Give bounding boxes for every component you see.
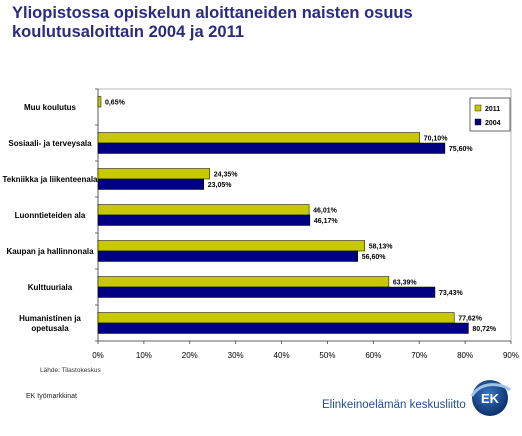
data-label-2011-4: 58,13%: [369, 244, 394, 251]
title-line-1: Yliopistossa opiskelun aloittaneiden nai…: [12, 4, 413, 22]
bar-2004-4: [97, 250, 358, 262]
bar-2004-6: [97, 322, 469, 334]
data-label-2004-2: 23,05%: [208, 182, 233, 189]
category-label-5: Kulttuuriala: [28, 283, 73, 292]
x-tick-label-4: 40%: [274, 351, 290, 360]
category-label-line: Muu koulutus: [24, 103, 77, 112]
data-label-2011-1: 70,10%: [424, 136, 449, 143]
data-label-2004-4: 56,60%: [362, 254, 387, 261]
x-tick-label-2: 20%: [182, 351, 198, 360]
category-label-line: Kulttuuriala: [28, 283, 73, 292]
data-label-2011-5: 63,39%: [393, 280, 418, 287]
legend-label-2011: 2011: [485, 106, 500, 113]
x-tick-label-3: 30%: [228, 351, 244, 360]
bar-2011-4: [97, 240, 366, 252]
bar-2004-1: [97, 142, 446, 154]
x-tick-label-6: 60%: [365, 351, 381, 360]
category-label-6: Humanistinen ja opetusala: [19, 314, 81, 333]
legend-swatch-2011: [474, 104, 482, 112]
bar-2011-2: [97, 168, 210, 180]
data-label-2004-3: 46,17%: [314, 218, 339, 225]
legend-swatch-2004: [474, 118, 482, 126]
data-label-2004-5: 73,43%: [439, 290, 464, 297]
x-tick-label-7: 70%: [411, 351, 427, 360]
x-tick-label-1: 10%: [136, 351, 152, 360]
data-label-2011-0: 0,65%: [105, 100, 126, 107]
bar-2011-1: [97, 132, 420, 144]
x-tick-label-9: 90%: [503, 351, 519, 360]
category-label-line: Kaupan ja hallinnonala: [6, 247, 94, 256]
category-label-1: Sosiaali- ja terveysala: [8, 139, 92, 148]
data-label-2004-6: 80,72%: [472, 326, 497, 333]
bar-2004-3: [97, 214, 311, 226]
category-label-3: Luonntieteiden ala: [15, 211, 86, 220]
bar-2004-5: [97, 286, 436, 298]
source-note: Lähde: Tilastokeskus: [40, 367, 101, 374]
category-label-4: Kaupan ja hallinnonala: [6, 247, 94, 256]
category-label-0: Muu koulutus: [24, 103, 77, 112]
page-title: Yliopistossa opiskelun aloittaneiden nai…: [12, 4, 512, 42]
category-label-2: Tekniikka ja liikenteenala: [2, 175, 98, 184]
bar-2011-0: [97, 96, 102, 108]
brand-name: Elinkeinoelämän keskusliitto: [322, 399, 466, 411]
category-label-line: Humanistinen ja: [19, 314, 81, 323]
bar-2004-2: [97, 178, 205, 190]
category-label-line: Luonntieteiden ala: [15, 211, 86, 220]
ek-logo: EK: [470, 380, 511, 416]
category-label-line: opetusala: [31, 324, 69, 333]
legend-label-2004: 2004: [485, 120, 501, 127]
legend-box: [469, 97, 511, 132]
bar-2011-6: [97, 312, 455, 324]
x-tick-label-5: 50%: [319, 351, 335, 360]
category-label-line: Tekniikka ja liikenteenala: [2, 175, 98, 184]
footer-note: EK työmarkkinat: [26, 393, 77, 400]
title-line-2: koulutusaloittain 2004 ja 2011: [12, 23, 245, 41]
logo-swoosh: [470, 383, 511, 397]
logo-text: EK: [481, 391, 500, 406]
data-label-2011-3: 46,01%: [313, 208, 338, 215]
data-label-2011-6: 77,62%: [458, 316, 483, 323]
bar-2011-5: [97, 276, 390, 288]
bar-2011-3: [97, 204, 310, 216]
x-tick-label-8: 80%: [457, 351, 473, 360]
data-label-2011-2: 24,35%: [214, 172, 239, 179]
category-label-line: Sosiaali- ja terveysala: [8, 139, 92, 148]
data-label-2004-1: 75,60%: [449, 146, 474, 153]
x-tick-label-0: 0%: [92, 351, 104, 360]
